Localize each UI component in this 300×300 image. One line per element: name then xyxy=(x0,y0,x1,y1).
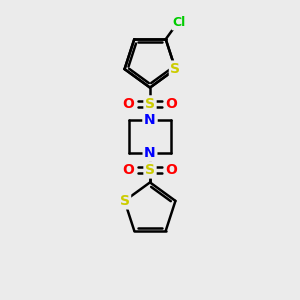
Text: O: O xyxy=(123,163,134,177)
Text: N: N xyxy=(144,113,156,127)
Text: S: S xyxy=(170,62,180,76)
Text: O: O xyxy=(166,163,177,177)
Text: N: N xyxy=(144,113,156,127)
Text: O: O xyxy=(123,97,134,111)
Text: O: O xyxy=(166,97,177,111)
Text: S: S xyxy=(145,163,155,177)
Text: S: S xyxy=(120,194,130,208)
Text: N: N xyxy=(144,146,156,160)
Text: Cl: Cl xyxy=(173,16,186,29)
Text: S: S xyxy=(145,97,155,111)
